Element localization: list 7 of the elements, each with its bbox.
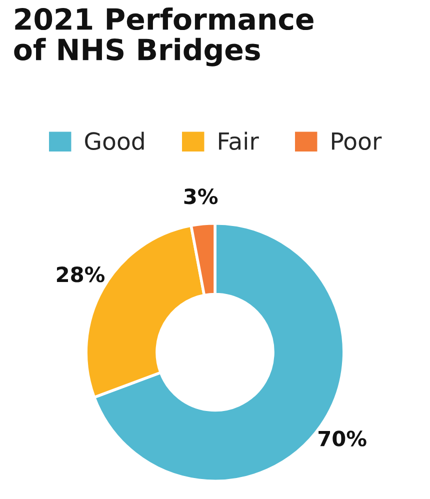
- legend-label: Fair: [219, 132, 259, 150]
- data-label: 70%: [318, 430, 366, 446]
- chart-title: 2021 Performance of NHS Bridges: [14, 7, 314, 66]
- legend-label: Poor: [332, 132, 382, 150]
- legend-label: Good: [85, 132, 144, 150]
- data-label: 28%: [56, 266, 105, 282]
- data-label: 3%: [184, 188, 218, 204]
